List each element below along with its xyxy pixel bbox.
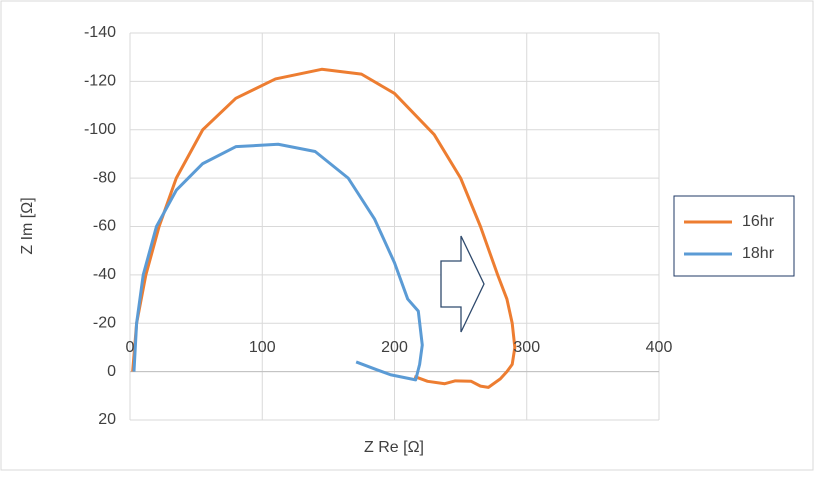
x-tick-label: 200 — [381, 339, 408, 356]
x-tick-label: 300 — [513, 339, 540, 356]
y-tick-label: 20 — [98, 411, 116, 428]
y-tick-label: -140 — [84, 24, 116, 41]
series-line — [131, 67, 517, 389]
arrow-shape — [440, 235, 485, 333]
y-tick-label: 0 — [107, 363, 116, 380]
legend-label: 16hr — [742, 213, 775, 230]
y-tick-label: -40 — [93, 266, 116, 283]
y-axis-title: Z Im [Ω] — [19, 197, 36, 254]
x-tick-label: 0 — [126, 339, 135, 356]
grid — [129, 32, 660, 421]
legend-box — [673, 195, 795, 277]
y-tick-label: -80 — [93, 169, 116, 186]
y-tick-label: -60 — [93, 218, 116, 235]
x-tick-label: 100 — [249, 339, 276, 356]
x-axis-title: Z Re [Ω] — [364, 439, 424, 456]
y-tick-label: -120 — [84, 73, 116, 90]
plot — [131, 67, 517, 389]
legend: 16hr 18hr — [684, 213, 775, 262]
y-tick-label: -20 — [93, 314, 116, 331]
legend-label: 18hr — [742, 245, 775, 262]
series-line — [132, 142, 424, 382]
y-tick-label: -100 — [84, 121, 116, 138]
x-tick-label: 400 — [646, 339, 673, 356]
